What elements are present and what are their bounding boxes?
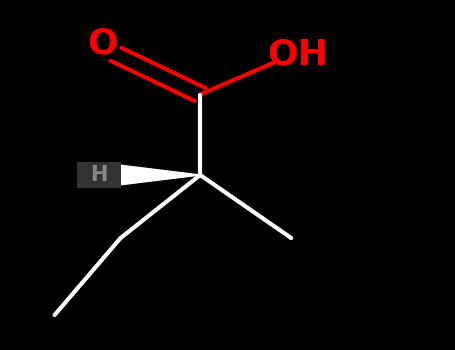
Polygon shape — [121, 165, 200, 185]
Text: O: O — [87, 27, 118, 61]
Text: H: H — [90, 165, 108, 185]
Text: OH: OH — [268, 37, 329, 71]
FancyBboxPatch shape — [77, 162, 121, 188]
